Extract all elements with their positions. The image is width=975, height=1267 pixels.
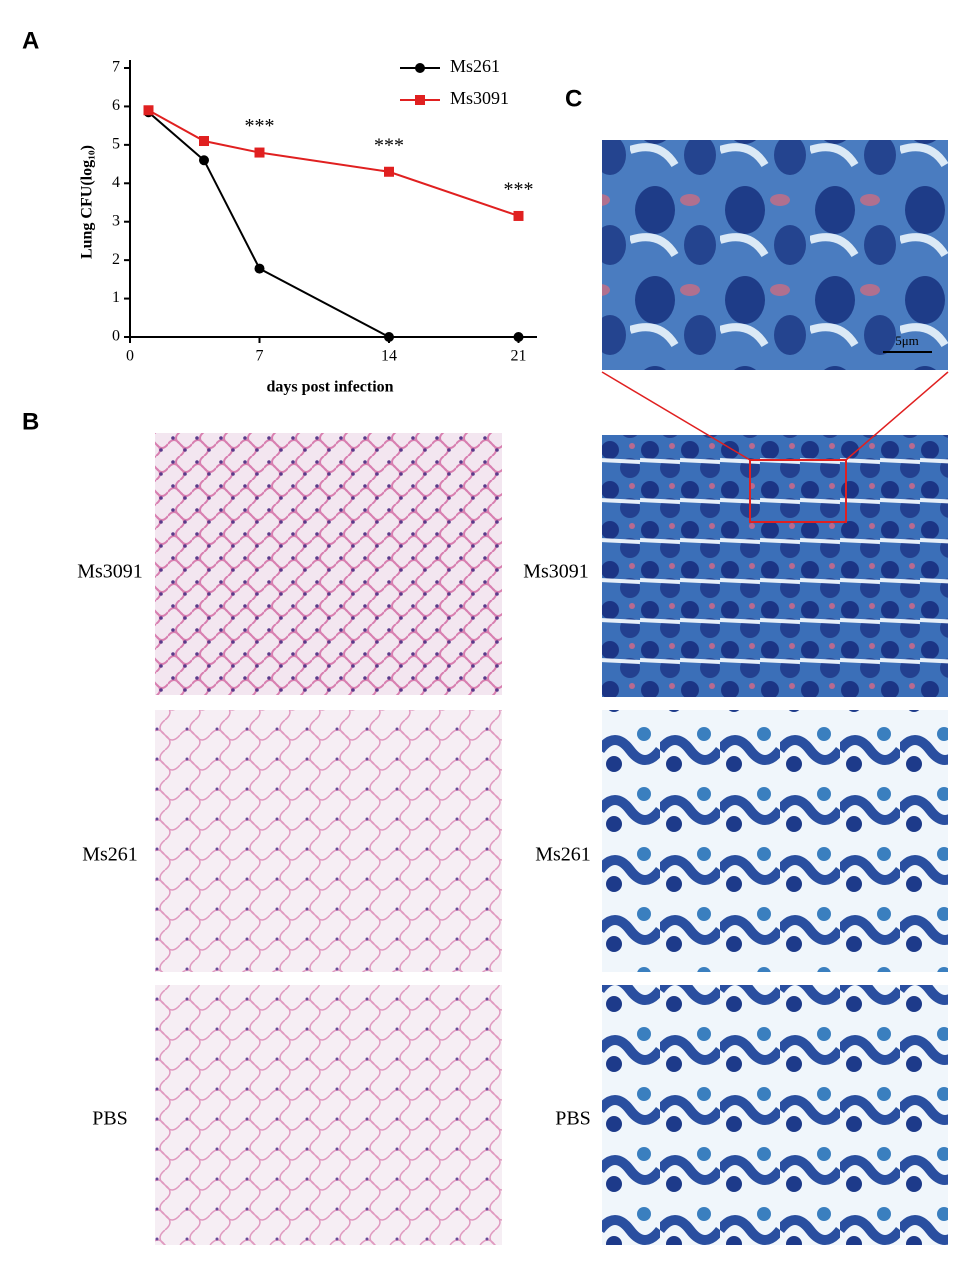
micrograph (155, 985, 502, 1245)
y-tick-label: 4 (112, 174, 120, 191)
legend-marker (415, 95, 425, 105)
x-tick-label: 21 (511, 348, 527, 365)
x-tick-label: 7 (256, 348, 264, 365)
legend-label: Ms3091 (450, 88, 509, 108)
y-tick-label: 1 (112, 289, 120, 306)
y-axis-label: Lung CFU(log₁₀) (79, 145, 96, 259)
micrograph (155, 710, 502, 972)
micrograph (155, 433, 502, 695)
panel-label: C (565, 85, 582, 112)
y-tick-label: 5 (112, 136, 120, 153)
y-tick-label: 3 (112, 212, 120, 229)
micrograph (602, 710, 948, 972)
line-chart: days post infection Lung CFU(log₁₀) 0 1 2 3… (79, 56, 537, 396)
row-label: Ms3091 (77, 561, 143, 583)
y-tick-label: 7 (112, 59, 120, 76)
legend-label: Ms261 (450, 56, 500, 76)
zoom-box (749, 459, 847, 523)
significance: *** (374, 134, 404, 156)
row-label: Ms261 (82, 844, 138, 866)
data-point (254, 263, 265, 274)
significance: *** (504, 179, 534, 201)
data-point (384, 166, 394, 177)
y-tick-label: 2 (112, 251, 120, 268)
data-point (513, 210, 524, 221)
x-tick-label: 14 (381, 348, 397, 365)
micrograph (602, 435, 948, 697)
y-tick-label: 0 (112, 328, 120, 345)
zoom-line (601, 371, 751, 461)
legend-marker (415, 63, 425, 73)
row-label: Ms261 (535, 844, 591, 866)
data-point (254, 147, 265, 158)
x-tick-label: 0 (126, 348, 134, 365)
panel-label: A (22, 27, 39, 54)
data-point (199, 136, 209, 147)
row-label: PBS (555, 1108, 591, 1130)
scale-bar-label: 5μm (895, 333, 919, 348)
micrograph (602, 985, 948, 1245)
data-point (199, 155, 209, 166)
zoom-line (845, 371, 949, 461)
x-axis-label: days post infection (266, 379, 393, 396)
data-point (384, 332, 394, 342)
data-point (513, 332, 524, 342)
significance: *** (245, 115, 275, 137)
row-label: PBS (92, 1108, 128, 1130)
row-label: Ms3091 (523, 561, 589, 583)
data-point (143, 105, 154, 116)
y-tick-label: 6 (112, 97, 120, 114)
panel-label: B (22, 408, 39, 435)
micrograph-zoom (602, 140, 948, 370)
